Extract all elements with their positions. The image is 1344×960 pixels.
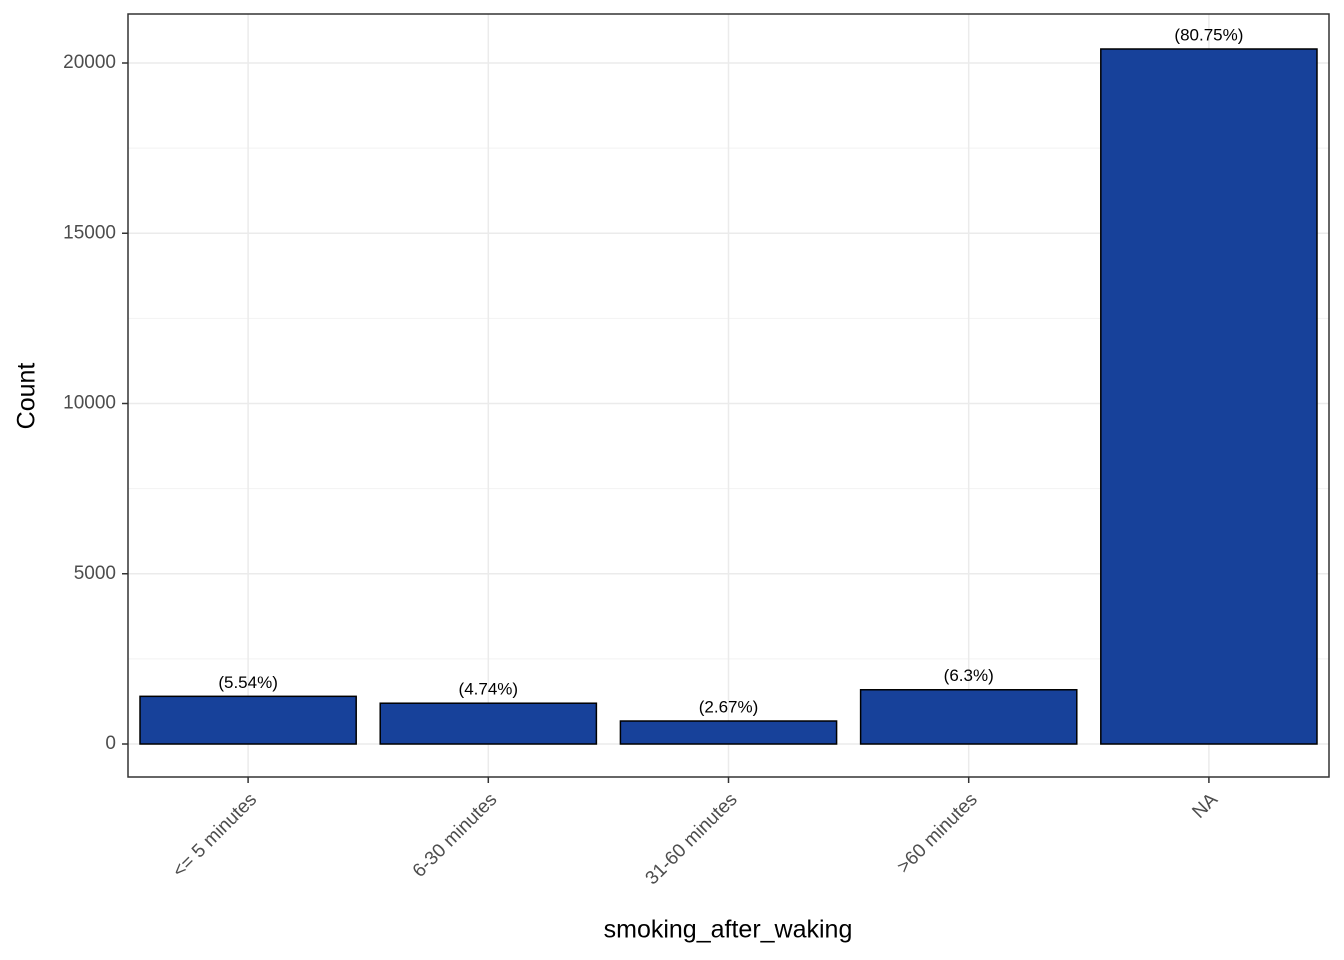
bar <box>379 702 598 745</box>
y-tick-label: 20000 <box>63 52 116 73</box>
data-label: (4.74%) <box>459 680 519 699</box>
data-label: (2.67%) <box>699 698 759 717</box>
panel-border <box>127 13 1330 778</box>
data-label: (6.3%) <box>944 666 994 685</box>
data-label: (5.54%) <box>218 673 278 692</box>
x-axis-title: smoking_after_waking <box>604 916 853 944</box>
y-tick-label: 5000 <box>74 563 116 584</box>
bar <box>619 720 838 745</box>
y-tick-label: 0 <box>105 733 116 754</box>
data-label: (80.75%) <box>1174 25 1243 44</box>
bar <box>1100 48 1318 745</box>
y-tick-label: 10000 <box>63 393 116 414</box>
y-axis-title: Count <box>13 363 41 430</box>
y-tick-label: 15000 <box>63 222 116 243</box>
bar <box>139 695 357 745</box>
bar <box>859 689 1078 745</box>
